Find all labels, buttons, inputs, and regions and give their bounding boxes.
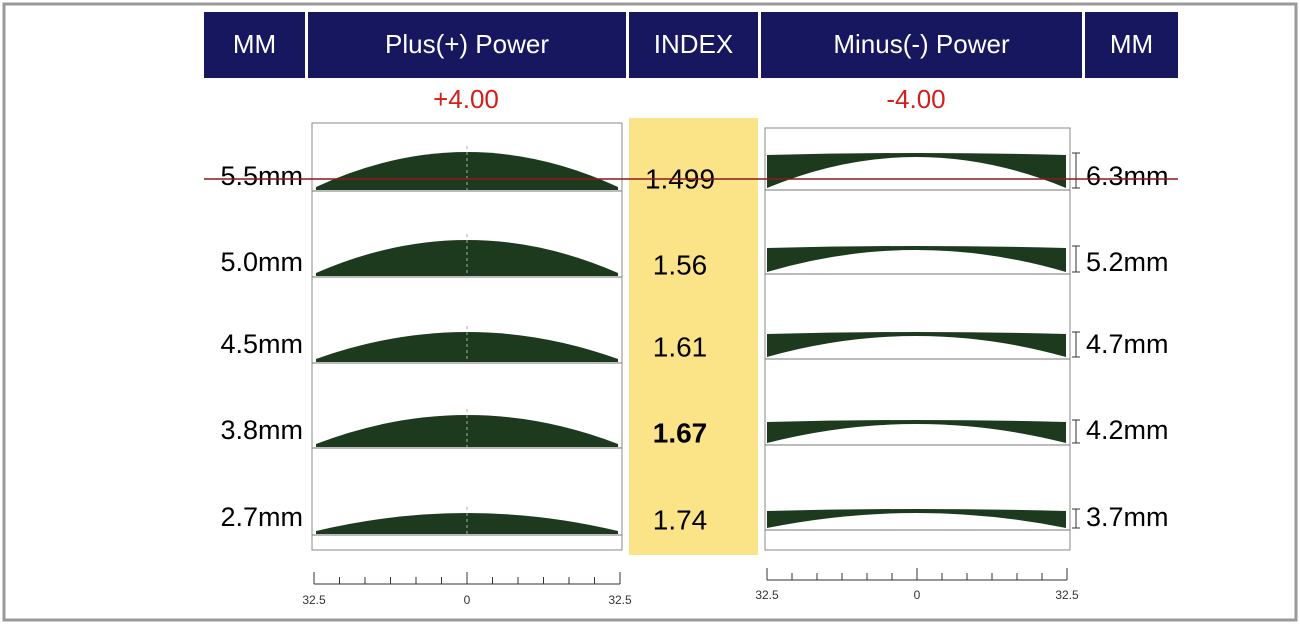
plus-lens (316, 415, 618, 447)
header-label: MM (233, 29, 276, 59)
header-cell (204, 12, 305, 78)
plus-lens (316, 513, 618, 534)
plus-panel (311, 122, 623, 551)
plus-thickness: 2.7mm (220, 502, 303, 532)
plus-thickness: 5.5mm (220, 161, 303, 191)
plus-power: +4.00 (433, 84, 499, 114)
plus-thickness: 5.0mm (220, 247, 303, 277)
minus-lens (767, 246, 1066, 272)
index-value: 1.56 (653, 249, 708, 280)
minus-thickness: 4.2mm (1086, 415, 1169, 445)
ruler-label: 0 (464, 593, 471, 607)
index-column (629, 118, 758, 555)
ruler-label: 0 (914, 588, 921, 602)
ruler-label: 32.5 (302, 593, 326, 607)
minus-power: -4.00 (886, 84, 945, 114)
thickness-bracket (1072, 419, 1080, 444)
index-value: 1.74 (653, 504, 708, 535)
thickness-bracket (1072, 508, 1080, 529)
header-label: Plus(+) Power (385, 29, 549, 59)
header-cell (308, 12, 626, 78)
index-value: 1.67 (653, 417, 708, 448)
header-cell (761, 12, 1082, 78)
minus-lens (767, 332, 1066, 357)
thickness-bracket (1072, 331, 1080, 358)
header: MM Plus(+) Power INDEX Minus(-) Power MM (204, 12, 1178, 78)
minus-thickness: 5.2mm (1086, 247, 1169, 277)
minus-thickness: 3.7mm (1086, 502, 1169, 532)
minus-panel (764, 127, 1071, 551)
header-label: Minus(-) Power (833, 29, 1010, 59)
ruler-label: 32.5 (755, 588, 779, 602)
plus-thickness: 4.5mm (220, 329, 303, 359)
header-cell (1085, 12, 1178, 78)
thickness-bracket (1072, 152, 1080, 189)
minus-lens (767, 153, 1066, 188)
index-value: 1.61 (653, 331, 708, 362)
plus-thickness: 3.8mm (220, 415, 303, 445)
thickness-bracket (1072, 245, 1080, 273)
ruler-label: 32.5 (608, 593, 632, 607)
scales: 32.5 0 32.5 32.5 0 32.5 (302, 568, 1079, 607)
header-cell (629, 12, 758, 78)
minus-lens (767, 420, 1066, 443)
minus-lens (767, 509, 1066, 528)
minus-thickness: 6.3mm (1086, 161, 1169, 191)
minus-thickness: 4.7mm (1086, 329, 1169, 359)
header-label: MM (1110, 29, 1153, 59)
header-label: INDEX (654, 29, 733, 59)
ruler-label: 32.5 (1055, 588, 1079, 602)
